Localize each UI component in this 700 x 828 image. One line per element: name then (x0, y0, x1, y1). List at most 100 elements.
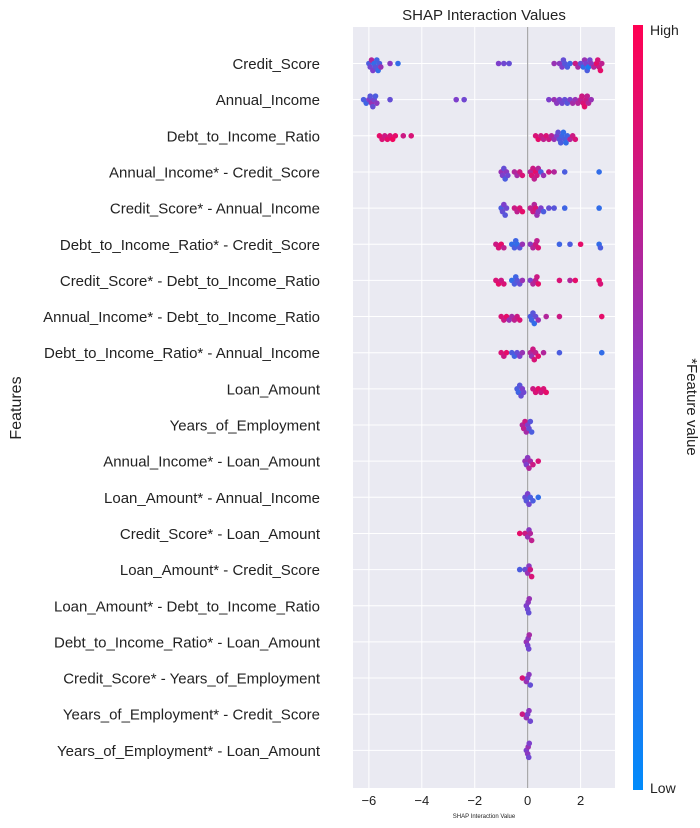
data-point (531, 320, 538, 327)
data-point (534, 237, 540, 244)
data-point (387, 60, 393, 67)
data-point (561, 205, 568, 211)
data-point (503, 349, 510, 356)
data-point (502, 212, 508, 218)
data-point (370, 103, 376, 110)
data-point (535, 353, 542, 360)
data-point (503, 205, 510, 211)
colorbar-high-label: High (650, 22, 679, 38)
feature-label: Loan_Amount* - Debt_to_Income_Ratio (54, 598, 320, 615)
data-point (597, 67, 604, 74)
data-point (528, 537, 535, 544)
data-point (526, 465, 532, 471)
data-point (530, 498, 536, 504)
data-point (534, 172, 540, 179)
data-point (546, 205, 552, 211)
data-point (528, 429, 535, 435)
feature-label: Debt_to_Income_Ratio* - Loan_Amount (54, 634, 321, 651)
data-point (519, 241, 526, 248)
data-point (579, 93, 585, 99)
data-point (527, 418, 534, 425)
data-point (551, 60, 557, 67)
data-point (546, 96, 552, 103)
data-point (535, 281, 542, 287)
data-point (581, 103, 588, 110)
data-point (567, 241, 573, 248)
data-point (526, 501, 532, 508)
data-point (526, 595, 533, 602)
data-point (598, 60, 605, 67)
data-point (530, 461, 536, 468)
data-point (372, 93, 379, 99)
data-point (408, 133, 415, 139)
plot-area (353, 27, 615, 788)
data-point (540, 172, 547, 179)
feature-label: Years_of_Employment* - Credit_Score (63, 707, 320, 724)
data-point (519, 208, 526, 215)
data-point (519, 349, 526, 356)
data-point (535, 494, 542, 501)
chart-title: SHAP Interaction Values (402, 7, 566, 24)
feature-label: Debt_to_Income_Ratio* - Annual_Income (44, 345, 320, 362)
y-axis-label: Features (8, 376, 25, 439)
data-point (572, 277, 579, 284)
feature-label: Annual_Income* - Credit_Score (109, 164, 320, 181)
data-point (525, 609, 532, 616)
x-axis-label: SHAP Interaction Value (453, 814, 516, 820)
feature-label: Debt_to_Income_Ratio* - Credit_Score (60, 237, 320, 254)
data-point (535, 458, 542, 464)
data-point (584, 93, 591, 99)
data-point (519, 711, 526, 717)
data-point (577, 241, 584, 248)
data-point (516, 530, 523, 537)
feature-label: Loan_Amount* - Credit_Score (120, 562, 320, 579)
data-point (501, 60, 507, 67)
data-point (561, 169, 568, 175)
data-point (519, 172, 526, 179)
data-point (556, 349, 563, 356)
data-point (501, 244, 507, 251)
data-point (528, 573, 535, 580)
feature-label: Years_of_Employment* - Loan_Amount (57, 743, 321, 760)
data-point (534, 274, 540, 280)
data-point (555, 129, 561, 136)
data-point (461, 96, 467, 103)
feature-label: Years_of_Employment (170, 418, 321, 435)
data-point (527, 530, 534, 537)
data-point (567, 60, 573, 67)
data-point (400, 133, 407, 139)
x-tick-label: −2 (467, 793, 482, 808)
x-tick-label: 2 (577, 793, 584, 808)
feature-label: Credit_Score* - Annual_Income (110, 201, 320, 218)
data-point (551, 169, 557, 175)
data-point (527, 682, 534, 688)
data-point (535, 244, 542, 251)
data-point (501, 281, 507, 287)
data-point (597, 281, 604, 287)
data-point (596, 205, 602, 211)
feature-label: Credit_Score* - Years_of_Employment (63, 671, 321, 688)
x-tick-label: −6 (361, 793, 376, 808)
data-point (516, 566, 523, 573)
data-point (540, 349, 547, 356)
data-point (551, 205, 557, 211)
data-point (374, 100, 380, 106)
data-point (527, 566, 534, 573)
data-point (598, 313, 605, 320)
data-point (596, 169, 602, 175)
data-point (516, 317, 523, 323)
data-point (392, 133, 399, 139)
data-point (567, 277, 573, 284)
feature-label: Loan_Amount (227, 381, 321, 398)
colorbar-label: *Feature value (683, 358, 700, 456)
data-point (519, 277, 526, 284)
data-points (360, 57, 605, 761)
data-point (526, 740, 533, 747)
data-point (527, 718, 534, 724)
data-point (598, 349, 605, 356)
data-point (367, 93, 374, 99)
data-point (526, 707, 532, 714)
data-point (395, 60, 401, 67)
data-point (546, 169, 552, 175)
x-ticks: −6 −4 −2 0 2 (361, 793, 584, 808)
